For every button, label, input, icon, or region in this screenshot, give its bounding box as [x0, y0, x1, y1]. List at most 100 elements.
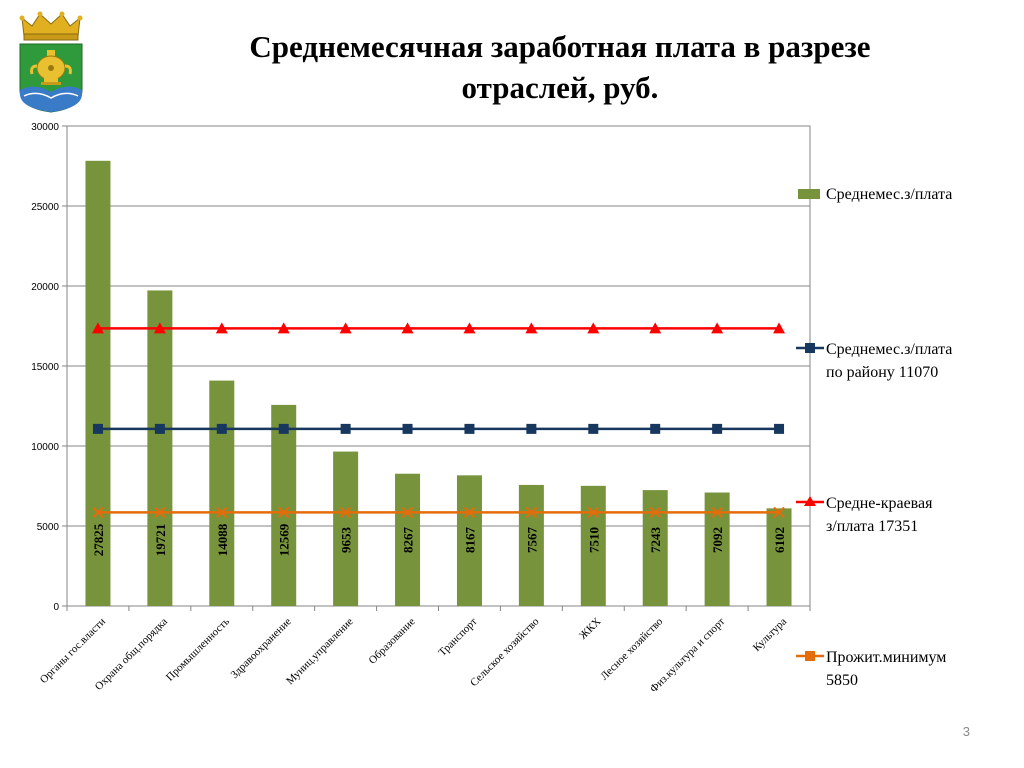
data-label: 7510: [586, 527, 601, 553]
marker-triangle: [215, 322, 228, 334]
legend: Среднемес.з/плата Среднемес.з/плата по р…: [796, 186, 952, 689]
marker-triangle: [711, 322, 724, 334]
y-tick-label: 20000: [31, 282, 59, 293]
legend-swatch-bar: [798, 189, 820, 199]
marker-x: [216, 506, 228, 519]
marker-x: [649, 506, 661, 519]
y-tick-label: 5000: [37, 522, 60, 533]
marker-square: [402, 423, 413, 434]
bar: [333, 451, 359, 606]
page-number: 3: [962, 724, 970, 739]
data-label: 8267: [401, 527, 416, 554]
marker-square: [712, 423, 723, 434]
data-label: 9653: [339, 527, 354, 554]
data-label: 7243: [648, 527, 663, 554]
data-labels: 27825 19721 14088 12569 9653 8267 8167 7567 7510…: [91, 523, 787, 556]
bars: [85, 160, 792, 607]
marker-triangle: [277, 322, 290, 334]
data-label: 19721: [153, 524, 168, 557]
category-label: Промышленность: [164, 616, 232, 684]
data-label: 8167: [462, 527, 477, 554]
category-label: Образование: [367, 616, 418, 667]
bar: [766, 508, 792, 606]
y-tick-label: 15000: [31, 362, 59, 373]
marker-square: [526, 423, 537, 434]
marker-x: [92, 506, 104, 519]
legend-marker-triangle: [804, 496, 816, 506]
marker-x: [401, 506, 414, 519]
marker-triangle: [587, 322, 600, 334]
marker-square: [588, 423, 599, 434]
crown-icon: [19, 11, 83, 41]
y-tick-label: 0: [53, 602, 59, 613]
marker-triangle: [773, 322, 786, 334]
marker-x: [154, 506, 166, 519]
marker-triangle: [463, 322, 476, 334]
bar: [518, 484, 544, 606]
legend-marker-x: [805, 651, 815, 661]
marker-triangle: [525, 322, 538, 334]
bar: [642, 490, 668, 606]
category-label: ЖКХ: [577, 616, 603, 642]
category-label: Здравоохранение: [229, 616, 294, 681]
category-label: Сельское хозяйство: [468, 615, 542, 689]
legend-label-district-line-2: по району 11070: [826, 364, 938, 381]
marker-square: [278, 423, 289, 434]
marker-triangle: [339, 322, 352, 334]
legend-item-salary: Среднемес.з/плата: [798, 186, 952, 203]
marker-x: [463, 506, 476, 519]
marker-square: [650, 423, 661, 434]
bar: [456, 475, 482, 606]
bar: [85, 160, 111, 607]
coat-of-arms-icon: [19, 11, 83, 113]
bar: [271, 404, 297, 606]
category-label: Транспорт: [436, 616, 479, 659]
bar: [209, 380, 235, 606]
data-label: 6102: [772, 527, 787, 553]
y-tick-label: 25000: [31, 202, 59, 213]
marker-x: [339, 506, 352, 519]
bar: [147, 290, 173, 606]
category-label: Лесное хозяйство: [598, 615, 665, 682]
marker-square: [340, 423, 351, 434]
data-label: 12569: [277, 523, 292, 556]
marker-triangle: [649, 322, 662, 334]
legend-item-regional: Средне-краевая з/плата 17351: [796, 495, 933, 535]
marker-square: [464, 423, 475, 434]
marker-x: [711, 506, 723, 519]
legend-label-regional-line-2: з/плата 17351: [826, 518, 918, 535]
marker-triangle: [401, 322, 414, 334]
legend-label-regional-line-1: Средне-краевая: [826, 495, 933, 512]
y-tick-label: 10000: [31, 442, 59, 453]
data-label: 7567: [524, 527, 539, 554]
legend-label-district-line-1: Среднемес.з/плата: [826, 341, 952, 358]
category-label: Органы гос.власти: [38, 616, 108, 686]
marker-x: [587, 506, 599, 519]
data-label: 7092: [710, 527, 725, 553]
page-title-line-2: отраслей, руб.: [461, 70, 659, 105]
data-label: 27825: [91, 523, 106, 556]
legend-label-subsistence-line-2: 5850: [826, 672, 858, 689]
marker-triangle: [91, 322, 104, 334]
marker-x: [525, 506, 538, 519]
category-label: Муниц.управление: [284, 616, 356, 688]
data-label: 14088: [215, 523, 230, 556]
marker-square: [154, 423, 165, 434]
legend-marker-square: [805, 343, 815, 353]
marker-x: [773, 506, 785, 519]
marker-square: [216, 423, 227, 434]
bar: [580, 485, 606, 606]
legend-item-subsistence: Прожит.минимум 5850: [796, 649, 946, 689]
page-title-line-1: Среднемесячная заработная плата в разрез…: [249, 29, 871, 64]
samovar-icon: [30, 50, 72, 85]
y-axis-ticks: 0 5000 10000 15000 20000 25000 30000: [31, 122, 811, 613]
category-label: Культура: [751, 616, 789, 654]
page-title: Среднемесячная заработная плата в разрез…: [150, 26, 970, 108]
bar: [395, 473, 421, 606]
reference-lines: [91, 322, 786, 519]
legend-label-subsistence-line-1: Прожит.минимум: [826, 649, 946, 666]
legend-item-district: Среднемес.з/плата по району 11070: [796, 341, 952, 381]
gridlines: [67, 205, 810, 527]
